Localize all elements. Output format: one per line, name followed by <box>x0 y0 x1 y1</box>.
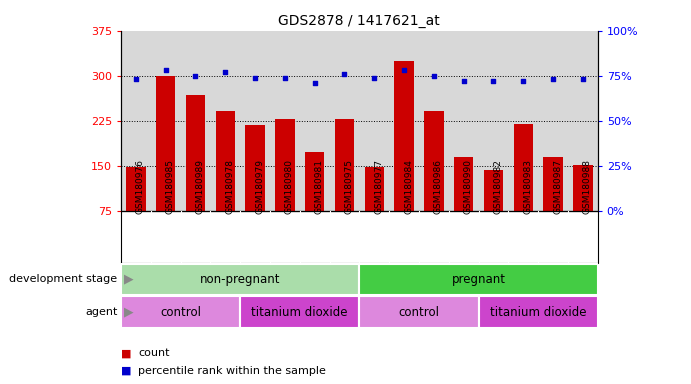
Bar <box>240 296 359 328</box>
Text: GSM180982: GSM180982 <box>493 159 502 214</box>
Text: GSM180976: GSM180976 <box>136 159 145 214</box>
Text: GSM180980: GSM180980 <box>285 159 294 214</box>
Bar <box>216 111 235 211</box>
Text: percentile rank within the sample: percentile rank within the sample <box>138 366 326 376</box>
Text: ▶: ▶ <box>124 306 134 318</box>
Point <box>131 76 142 83</box>
Point <box>279 74 290 81</box>
Point <box>339 71 350 77</box>
Text: titanium dioxide: titanium dioxide <box>490 306 587 318</box>
Title: GDS2878 / 1417621_at: GDS2878 / 1417621_at <box>278 14 440 28</box>
Text: GSM180988: GSM180988 <box>583 159 591 214</box>
Bar <box>334 119 354 211</box>
Bar <box>121 264 359 295</box>
Point <box>399 67 410 73</box>
Bar <box>126 167 146 211</box>
Bar <box>424 111 444 211</box>
Bar <box>543 157 562 211</box>
Bar <box>305 152 324 211</box>
Text: control: control <box>399 306 439 318</box>
Text: ■: ■ <box>121 348 131 358</box>
Bar <box>359 296 478 328</box>
Bar <box>245 125 265 211</box>
Text: non-pregnant: non-pregnant <box>200 273 281 286</box>
Text: ■: ■ <box>121 366 131 376</box>
Text: GSM180990: GSM180990 <box>464 159 473 214</box>
Point <box>518 78 529 84</box>
Bar <box>454 157 473 211</box>
Bar <box>573 165 592 211</box>
Text: GSM180975: GSM180975 <box>344 159 353 214</box>
Bar <box>359 264 598 295</box>
Bar <box>484 170 503 211</box>
Bar <box>513 124 533 211</box>
Text: GSM180983: GSM180983 <box>523 159 532 214</box>
Text: GSM180979: GSM180979 <box>255 159 264 214</box>
Point <box>488 78 499 84</box>
Text: GSM180985: GSM180985 <box>166 159 175 214</box>
Point <box>428 73 439 79</box>
Point <box>190 73 201 79</box>
Text: control: control <box>160 306 201 318</box>
Bar <box>156 76 176 211</box>
Bar <box>121 296 240 328</box>
Point <box>369 74 380 81</box>
Bar <box>275 119 294 211</box>
Text: agent: agent <box>85 307 117 317</box>
Text: development stage: development stage <box>10 274 117 285</box>
Bar <box>186 95 205 211</box>
Bar <box>478 296 598 328</box>
Text: GSM180987: GSM180987 <box>553 159 562 214</box>
Text: GSM180986: GSM180986 <box>434 159 443 214</box>
Text: pregnant: pregnant <box>451 273 506 286</box>
Bar <box>365 167 384 211</box>
Text: GSM180984: GSM180984 <box>404 159 413 214</box>
Point <box>220 69 231 75</box>
Text: GSM180981: GSM180981 <box>314 159 323 214</box>
Point <box>577 76 588 83</box>
Text: GSM180989: GSM180989 <box>196 159 205 214</box>
Text: GSM180977: GSM180977 <box>375 159 384 214</box>
Point <box>160 67 171 73</box>
Point <box>547 76 558 83</box>
Text: ▶: ▶ <box>124 273 134 286</box>
Point <box>249 74 261 81</box>
Text: titanium dioxide: titanium dioxide <box>252 306 348 318</box>
Point <box>458 78 469 84</box>
Text: GSM180978: GSM180978 <box>225 159 234 214</box>
Text: count: count <box>138 348 170 358</box>
Bar <box>395 61 414 211</box>
Point <box>309 80 320 86</box>
